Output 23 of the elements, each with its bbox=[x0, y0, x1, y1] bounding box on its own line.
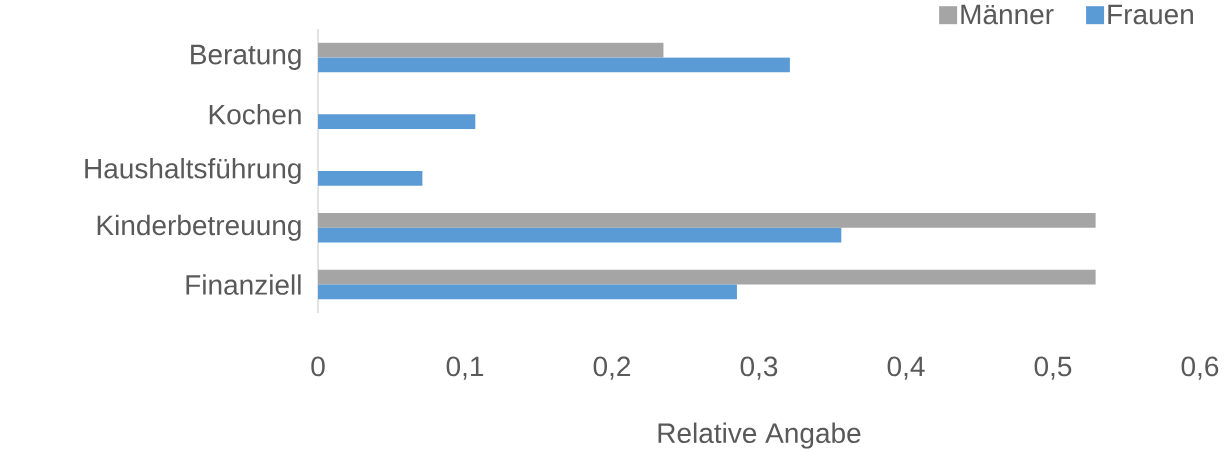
bar bbox=[318, 42, 664, 58]
bar bbox=[318, 269, 1096, 285]
x-tick-label: 0,5 bbox=[1034, 356, 1072, 380]
x-tick-label: 0,1 bbox=[446, 356, 484, 380]
bar bbox=[318, 57, 790, 73]
legend-label: Männer bbox=[961, 4, 1054, 25]
y-tick-label: Finanziell bbox=[186, 274, 301, 295]
y-tick-label: Haushaltsführung bbox=[85, 157, 301, 185]
y-tick-label: Kochen bbox=[209, 103, 301, 125]
bar bbox=[318, 227, 842, 243]
bar bbox=[318, 284, 737, 300]
y-tick-label: Kinderbetreuung bbox=[97, 214, 301, 241]
x-tick-label: 0,4 bbox=[887, 356, 925, 380]
legend-label: Frauen bbox=[1108, 4, 1193, 25]
y-tick-label: Beratung bbox=[191, 44, 301, 70]
bar bbox=[318, 171, 423, 186]
x-tick-label: 0,3 bbox=[740, 356, 778, 380]
x-tick-label: 0 bbox=[311, 356, 325, 377]
x-tick-label: 0,6 bbox=[1181, 356, 1219, 380]
bar bbox=[318, 213, 1096, 228]
x-tick-label: 0,2 bbox=[593, 356, 631, 380]
bar bbox=[318, 114, 476, 129]
x-axis-title: Relative Angabe bbox=[658, 422, 861, 449]
